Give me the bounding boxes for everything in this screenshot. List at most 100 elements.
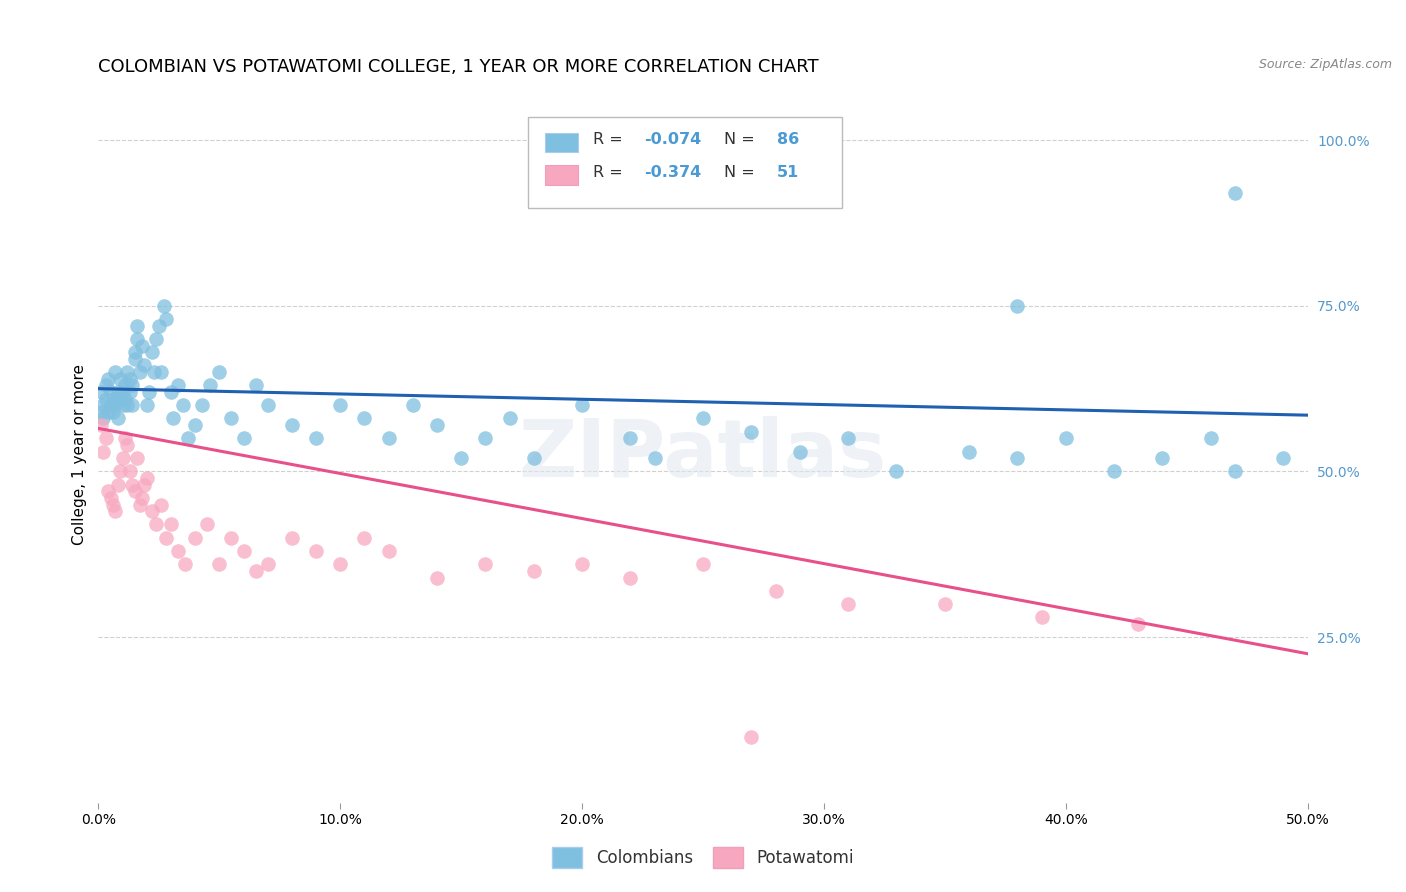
Point [498,411,520,425]
Point [91,411,114,425]
Point [121,477,143,491]
Point [152,299,174,313]
Point [127,332,149,346]
Point [111,384,134,399]
Point [104,365,127,379]
Text: -0.074: -0.074 [644,132,702,147]
Text: 86: 86 [776,132,799,147]
Point [111,398,134,412]
Point [692,558,714,572]
Point [256,558,278,572]
Point [114,392,136,406]
Point [184,418,207,433]
Point [740,425,762,439]
Point [1223,186,1246,201]
Point [134,477,156,491]
Point [619,570,641,584]
Point [108,392,131,406]
Point [131,338,153,352]
Point [97,372,120,386]
Point [256,398,278,412]
Point [1007,299,1029,313]
Point [232,431,254,445]
Point [108,372,131,386]
Point [426,570,449,584]
Point [90,405,112,419]
Point [184,531,207,545]
Point [100,491,122,505]
Point [94,392,117,406]
Point [100,398,122,412]
Text: R =: R = [593,165,628,180]
Point [305,431,328,445]
Point [121,378,143,392]
Point [145,332,167,346]
Point [90,418,112,433]
Point [886,465,908,479]
Point [128,498,150,512]
Point [150,498,173,512]
Point [571,558,593,572]
Point [281,418,304,433]
Point [127,451,149,466]
Point [353,531,375,545]
Point [118,465,141,479]
Point [117,438,139,452]
Bar [544,133,578,153]
Point [155,312,177,326]
Point [208,558,231,572]
Point [789,444,811,458]
Point [644,451,666,466]
Point [329,558,352,572]
Point [1031,610,1053,624]
Point [177,431,200,445]
Point [934,597,956,611]
Point [377,431,399,445]
Point [101,498,124,512]
Point [124,345,146,359]
Point [208,365,231,379]
Point [94,431,117,445]
Point [1102,465,1125,479]
Point [1128,616,1150,631]
Point [107,384,129,399]
Text: 51: 51 [776,165,799,180]
Point [150,365,173,379]
Point [101,405,124,419]
Point [195,517,218,532]
Point [474,558,496,572]
Point [97,484,120,499]
Point [91,444,114,458]
Point [765,583,787,598]
Point [117,365,139,379]
Y-axis label: College, 1 year or more: College, 1 year or more [72,365,87,545]
Text: COLOMBIAN VS POTAWATOMI COLLEGE, 1 YEAR OR MORE CORRELATION CHART: COLOMBIAN VS POTAWATOMI COLLEGE, 1 YEAR … [98,58,820,76]
Point [837,597,859,611]
Point [104,398,127,412]
Bar [544,166,578,185]
Text: Source: ZipAtlas.com: Source: ZipAtlas.com [1258,58,1392,71]
Point [329,398,352,412]
Point [191,398,214,412]
Point [101,392,124,406]
Point [121,398,143,412]
Point [221,411,243,425]
Text: R =: R = [593,132,628,147]
Point [124,351,146,366]
Point [305,544,328,558]
Point [118,372,141,386]
Point [221,531,243,545]
Point [135,471,157,485]
Point [118,384,141,399]
Point [155,531,177,545]
Point [108,465,131,479]
Point [162,411,184,425]
Point [450,451,472,466]
Point [474,431,496,445]
Point [245,564,267,578]
Point [167,378,190,392]
Bar [527,118,842,208]
Text: ZIPatlas: ZIPatlas [519,416,887,494]
Point [377,544,399,558]
Point [523,451,546,466]
